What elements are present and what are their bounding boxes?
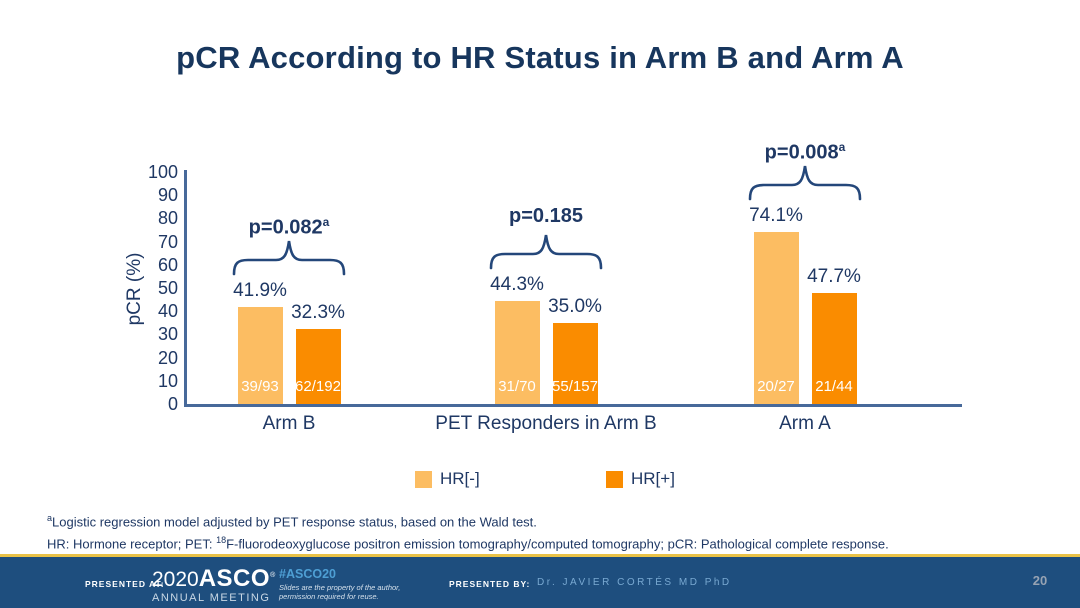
asco-logo-year: 2020 xyxy=(152,568,199,591)
legend-label-hr-negative: HR[-] xyxy=(440,469,480,488)
p-value-label: p=0.082a xyxy=(248,214,330,239)
footnote-2-superscript: 18 xyxy=(216,535,227,545)
footnote-1-superscript: a xyxy=(47,513,53,523)
footer-gold-divider xyxy=(0,554,1080,557)
significance-brace xyxy=(748,163,862,201)
asco-logo: 2020ASCO® ANNUAL MEETING xyxy=(152,565,275,604)
asco-logo-wordmark: 2020ASCO® xyxy=(152,565,275,593)
page-number: 20 xyxy=(1032,573,1048,588)
footnote-2: HR: Hormone receptor; PET: 18F-fluorodeo… xyxy=(47,533,889,551)
legend-item-hr-negative: HR[-] xyxy=(415,469,480,489)
bar-value-label: 74.1% xyxy=(749,205,803,227)
y-axis-tick-label: 70 xyxy=(157,231,178,252)
footnote-2-post: F-fluorodeoxyglucose positron emission t… xyxy=(226,536,889,552)
bar-value-label: 35.0% xyxy=(548,295,602,317)
bar-fraction-label: 20/27 xyxy=(757,378,795,395)
bar-value-label: 44.3% xyxy=(490,274,544,296)
bar-fraction-label: 62/192 xyxy=(295,378,341,395)
y-axis-tick-label: 40 xyxy=(157,301,178,322)
hashtag: #ASCO20 xyxy=(279,567,336,581)
y-axis-tick-label: 60 xyxy=(157,254,178,275)
x-axis-line xyxy=(184,404,962,407)
legend-item-hr-positive: HR[+] xyxy=(606,469,675,489)
legend-label-hr-positive: HR[+] xyxy=(631,469,675,488)
y-axis-tick-label: 50 xyxy=(157,278,178,298)
bar-hr-positive xyxy=(811,293,857,404)
y-axis-tick-label: 30 xyxy=(157,324,178,345)
significance-brace xyxy=(232,238,346,276)
bar-value-label: 47.7% xyxy=(807,266,861,288)
asco-logo-subtitle: ANNUAL MEETING xyxy=(152,592,271,604)
asco-logo-name: ASCO xyxy=(198,565,271,592)
category-label: Arm B xyxy=(262,413,316,434)
bar-fraction-label: 55/157 xyxy=(552,378,598,395)
y-axis-tick-label: 100 xyxy=(147,162,178,182)
y-axis-tick-label: 80 xyxy=(157,208,178,229)
y-axis-tick-label: 90 xyxy=(157,185,178,206)
slide-title: pCR According to HR Status in Arm B and … xyxy=(176,40,904,75)
footer-band xyxy=(0,557,1080,608)
bar-fraction-label: 31/70 xyxy=(498,378,536,395)
footnote-1: aLogistic regression model adjusted by P… xyxy=(47,511,537,529)
bar-value-label: 32.3% xyxy=(291,302,345,324)
presented-at-label: PRESENTED AT: xyxy=(85,579,165,589)
y-axis-line xyxy=(184,170,187,406)
p-value-label: p=0.185 xyxy=(509,205,583,228)
y-axis-tick-label: 10 xyxy=(157,370,178,391)
footer-disclaimer: Slides are the property of the author, p… xyxy=(279,583,401,601)
category-label: PET Responders in Arm B xyxy=(435,413,657,434)
y-axis-tick-label: 20 xyxy=(157,347,178,368)
presenter-name: Dr. JAVIER CORTÉS MD PhD xyxy=(537,577,732,588)
significance-brace xyxy=(489,232,603,270)
footnote-2-pre: HR: Hormone receptor; PET: xyxy=(47,536,217,552)
bar-value-label: 41.9% xyxy=(233,279,287,301)
bar-hr-positive xyxy=(295,329,341,404)
category-label: Arm A xyxy=(779,413,831,434)
registered-mark-icon: ® xyxy=(270,572,276,579)
legend-swatch-hr-positive xyxy=(606,470,623,488)
bar-hr-negative xyxy=(494,301,540,404)
legend-swatch-hr-negative xyxy=(415,470,432,488)
presented-by-label: PRESENTED BY: xyxy=(449,579,531,589)
bar-hr-negative xyxy=(237,306,283,404)
disclaimer-line-2: permission required for reuse. xyxy=(279,591,379,601)
y-axis-tick-label: 0 xyxy=(167,394,178,414)
bar-fraction-label: 21/44 xyxy=(815,378,853,395)
disclaimer-line-1: Slides are the property of the author, xyxy=(279,583,401,592)
bar-hr-negative xyxy=(753,232,799,404)
p-value-label: p=0.008a xyxy=(764,140,846,164)
bar-hr-positive xyxy=(552,322,598,404)
bar-fraction-label: 39/93 xyxy=(241,378,279,395)
footnote-1-text: Logistic regression model adjusted by PE… xyxy=(52,514,537,530)
